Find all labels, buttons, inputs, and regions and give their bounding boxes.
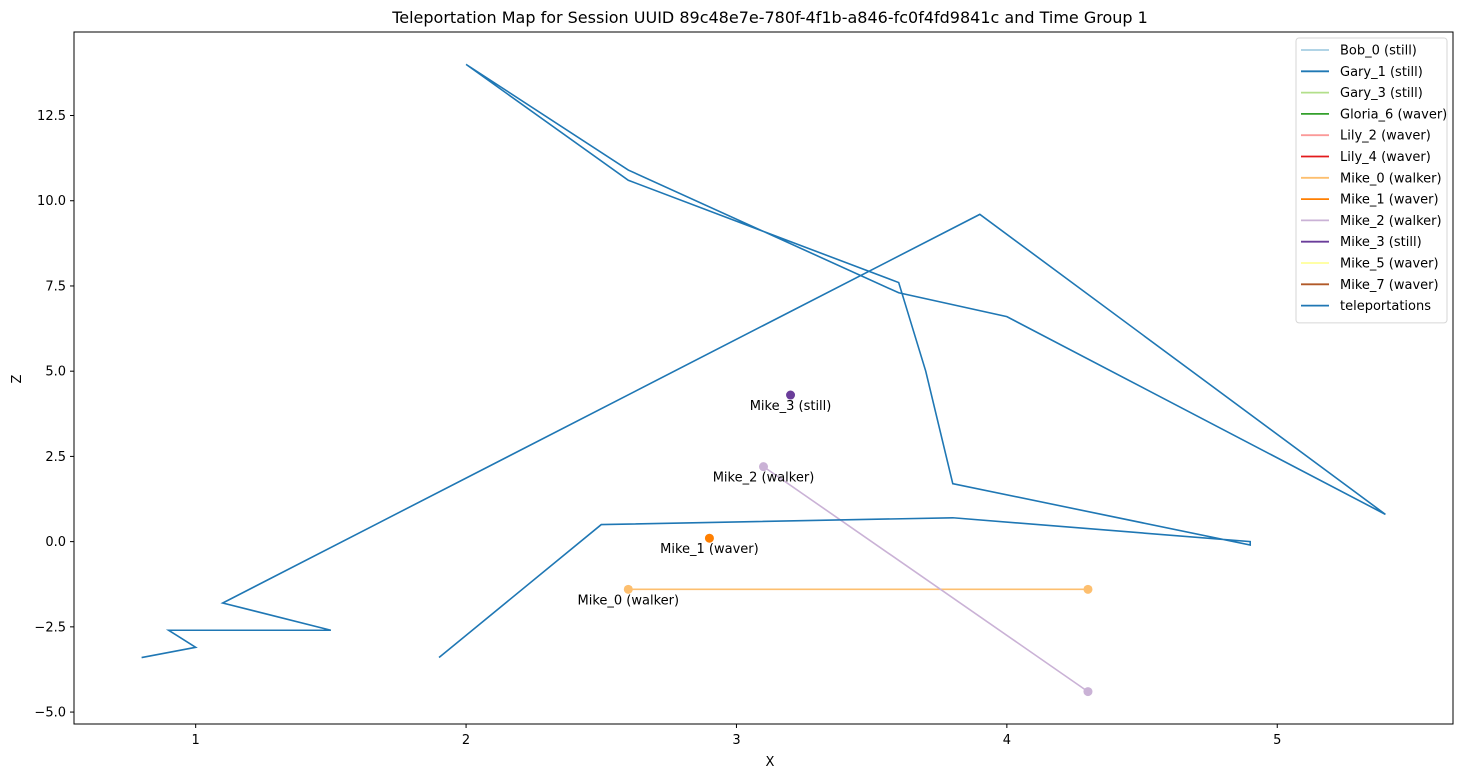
x-tick-label: 1: [192, 733, 200, 748]
point-mike-2-walker: [1083, 687, 1093, 697]
y-tick-label: 10.0: [37, 194, 66, 209]
annotation-mike-1-waver: Mike_1 (waver): [660, 542, 759, 557]
y-axis: −5.0 −2.5 0.0 2.5 5.0 7.5 10.0 12.5: [34, 109, 74, 721]
legend-label-mike-7-waver: Mike_7 (waver): [1340, 278, 1439, 293]
x-tick-label: 4: [1003, 733, 1011, 748]
y-tick-label: −2.5: [34, 620, 66, 635]
x-tick-label: 5: [1273, 733, 1281, 748]
x-tick-label: 3: [732, 733, 740, 748]
legend-label-mike-0-walker: Mike_0 (walker): [1340, 171, 1442, 186]
y-tick-label: 0.0: [45, 535, 66, 550]
annotation-mike-2-walker: Mike_2 (walker): [713, 471, 815, 486]
plot-area: Mike_0 (walker) Mike_1 (waver) Mike_2 (wal…: [73, 31, 1454, 725]
point-mike-1-waver: [704, 533, 714, 543]
legend-label-bob-0-still: Bob_0 (still): [1340, 44, 1417, 59]
point-mike-0-walker: [1083, 584, 1093, 594]
plot-frame: [73, 31, 1454, 725]
point-mike-0-walker: [623, 584, 633, 594]
annotation-mike-0-walker: Mike_0 (walker): [578, 593, 680, 608]
y-tick-label: −5.0: [34, 706, 66, 721]
legend-label-lily-2-waver: Lily_2 (waver): [1340, 129, 1431, 144]
x-axis-label: X: [766, 755, 775, 770]
x-axis: 1 2 3 4 5: [192, 724, 1281, 748]
x-tick-label: 2: [462, 733, 470, 748]
legend-label-mike-5-waver: Mike_5 (waver): [1340, 257, 1439, 272]
annotation-mike-3-still: Mike_3 (still): [750, 399, 832, 414]
legend-label-gary-1-still: Gary_1 (still): [1340, 65, 1423, 80]
y-axis-label: Z: [10, 374, 25, 383]
legend-label-mike-1-waver: Mike_1 (waver): [1340, 193, 1439, 208]
y-tick-label: 7.5: [45, 279, 66, 294]
y-tick-label: 12.5: [37, 109, 66, 124]
point-mike-2-walker: [759, 462, 768, 472]
chart-title: Teleportation Map for Session UUID 89c48…: [391, 8, 1148, 27]
y-tick-label: 5.0: [45, 365, 66, 380]
y-tick-label: 2.5: [45, 450, 66, 465]
legend-label-mike-3-still: Mike_3 (still): [1340, 235, 1422, 250]
legend-label-mike-2-walker: Mike_2 (walker): [1340, 214, 1442, 229]
legend-label-teleportations: teleportations: [1340, 299, 1431, 314]
legend-label-lily-4-waver: Lily_4 (waver): [1340, 150, 1431, 165]
series-line-teleportations: [141, 63, 1386, 659]
series-line-mike-2-walker: [763, 465, 1089, 693]
data-layer: [141, 63, 1386, 697]
legend-box: [1295, 37, 1448, 324]
legend-label-gary-3-still: Gary_3 (still): [1340, 86, 1423, 101]
annotation-layer: Mike_0 (walker) Mike_1 (waver) Mike_2 (wal…: [578, 399, 832, 608]
legend-label-gloria-6-waver: Gloria_6 (waver): [1340, 107, 1447, 122]
legend: Bob_0 (still) Gary_1 (still) Gary_3 (still…: [1295, 37, 1448, 324]
point-mike-3-still: [786, 390, 796, 400]
